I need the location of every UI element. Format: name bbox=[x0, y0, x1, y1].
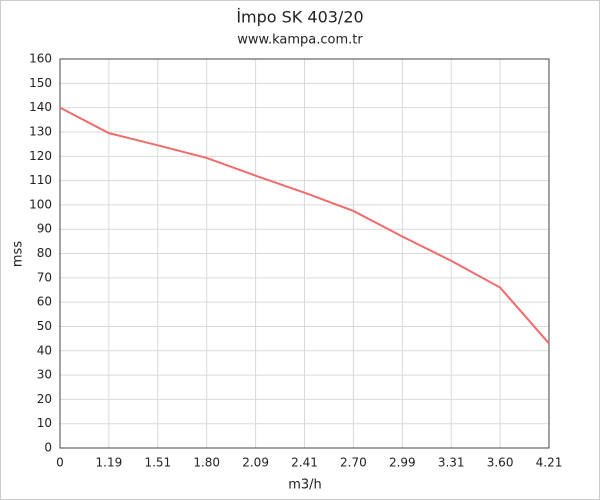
y-tick-label: 120 bbox=[29, 149, 52, 163]
x-tick-label: 2.41 bbox=[291, 456, 318, 470]
y-tick-label: 50 bbox=[37, 319, 52, 333]
x-tick-label: 2.09 bbox=[242, 456, 269, 470]
plot-border bbox=[59, 58, 550, 449]
y-tick-label: 20 bbox=[37, 392, 52, 406]
y-tick-label: 10 bbox=[37, 416, 52, 430]
x-tick-label: 1.51 bbox=[144, 456, 171, 470]
y-tick-label: 150 bbox=[29, 76, 52, 90]
y-tick-label: 110 bbox=[29, 173, 52, 187]
x-tick-label: 0 bbox=[56, 456, 64, 470]
y-tick-label: 100 bbox=[29, 197, 52, 211]
y-tick-label: 0 bbox=[44, 441, 52, 455]
x-tick-label: 1.80 bbox=[193, 456, 220, 470]
x-tick-label: 4.21 bbox=[536, 456, 563, 470]
chart-title: İmpo SK 403/20 bbox=[236, 8, 363, 27]
x-tick-label: 2.99 bbox=[389, 456, 416, 470]
x-tick-label: 3.60 bbox=[487, 456, 514, 470]
y-tick-label: 90 bbox=[37, 222, 52, 236]
x-tick-label: 2.70 bbox=[340, 456, 367, 470]
y-tick-label: 160 bbox=[29, 52, 52, 66]
x-axis-label: m3/h bbox=[288, 478, 322, 493]
y-tick-label: 80 bbox=[37, 246, 52, 260]
x-tick-label: 1.19 bbox=[96, 456, 123, 470]
y-tick-label: 70 bbox=[37, 270, 52, 284]
y-tick-label: 130 bbox=[29, 124, 52, 138]
y-tick-label: 30 bbox=[37, 368, 52, 382]
y-tick-label: 40 bbox=[37, 343, 52, 357]
data-line bbox=[59, 106, 550, 345]
x-tick-label: 3.31 bbox=[438, 456, 465, 470]
chart-subtitle: www.kampa.com.tr bbox=[237, 33, 363, 48]
y-axis-label: mss bbox=[11, 241, 26, 267]
y-tick-label: 140 bbox=[29, 100, 52, 114]
y-tick-label: 60 bbox=[37, 295, 52, 309]
